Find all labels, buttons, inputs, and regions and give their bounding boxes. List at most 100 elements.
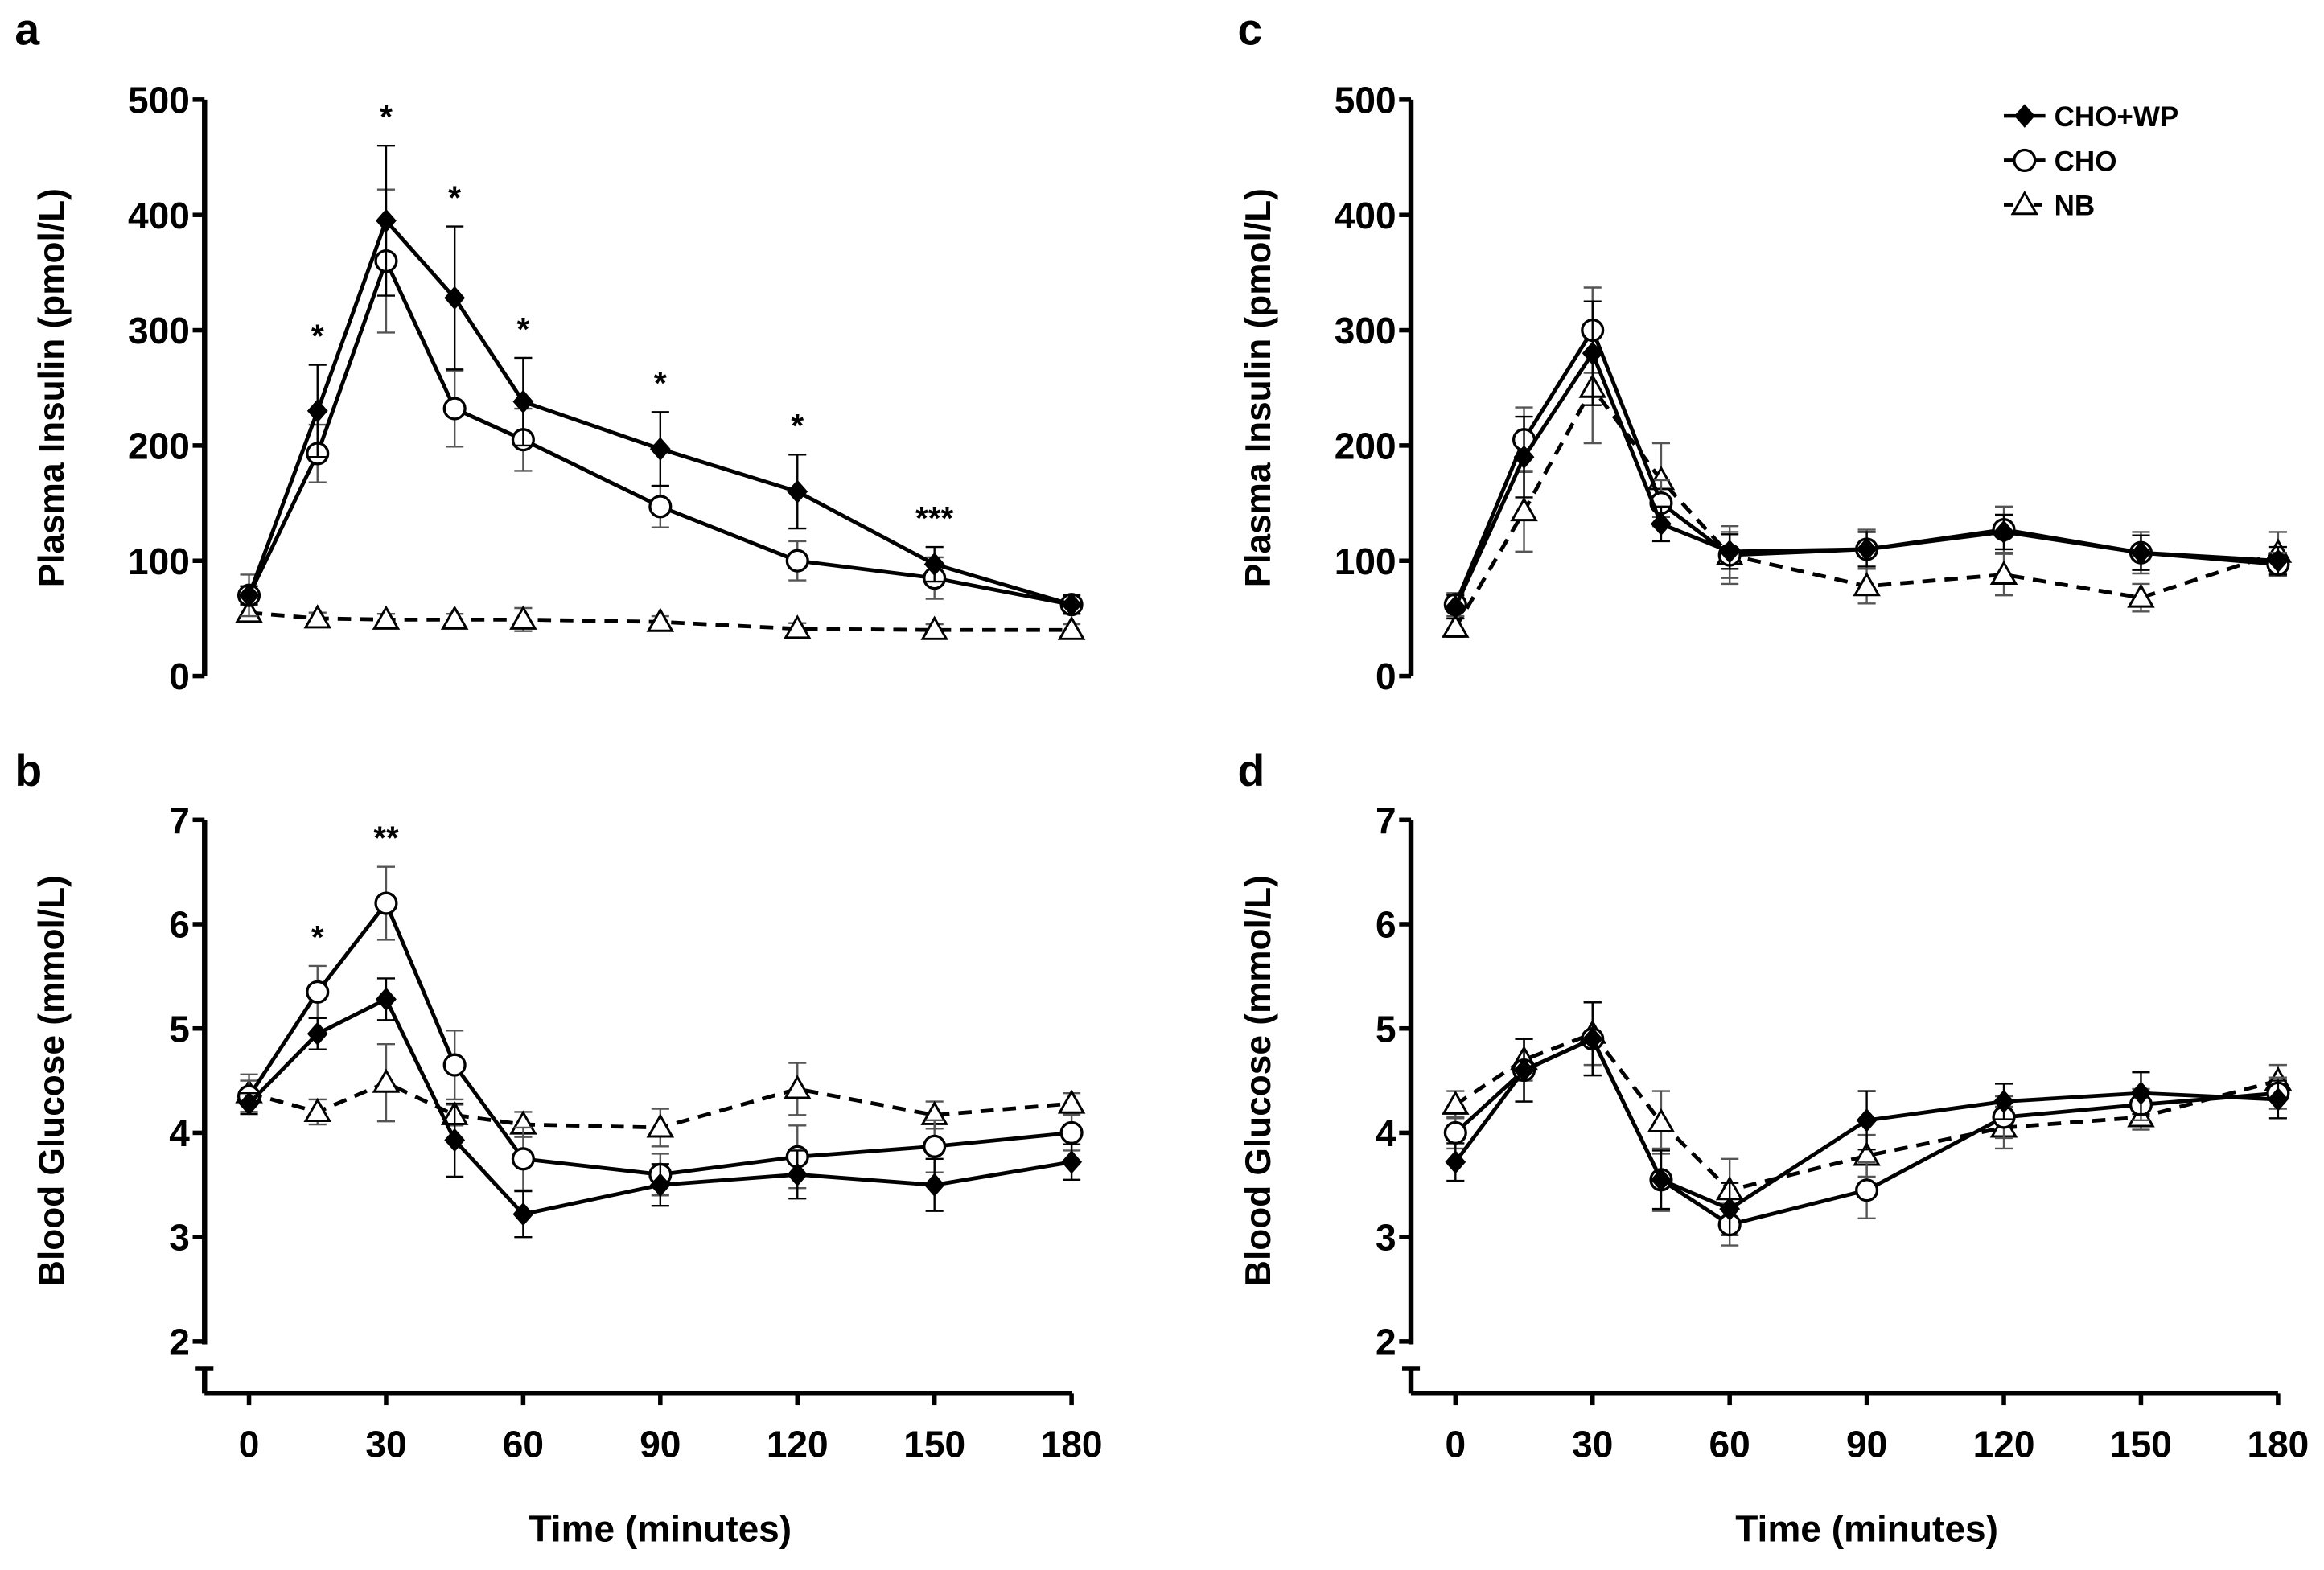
y-tick-label: 300 <box>128 310 190 351</box>
data-point <box>2267 549 2289 573</box>
y-tick-label: 200 <box>1335 425 1396 466</box>
x-tick-label: 60 <box>503 1424 544 1465</box>
series-cho <box>237 188 1084 618</box>
data-point <box>306 980 330 1004</box>
series-cho <box>237 865 1084 1197</box>
y-axis-label: Blood Glucose (mmol/L) <box>1239 875 1278 1286</box>
x-tick-label: 30 <box>1572 1424 1613 1465</box>
significance-marker: * <box>517 310 530 347</box>
significance-marker: *** <box>915 499 954 536</box>
data-point <box>923 1173 945 1198</box>
y-axis-label: Plasma Insulin (pmol/L) <box>32 188 72 587</box>
x-tick-label: 60 <box>1709 1424 1750 1465</box>
y-tick-label: 5 <box>1376 1008 1396 1050</box>
y-tick-label: 3 <box>169 1217 190 1259</box>
series-nb <box>235 598 1086 640</box>
y-tick-label: 100 <box>1335 540 1396 582</box>
y-tick-label: 400 <box>128 195 190 236</box>
panel-label: a <box>14 5 40 55</box>
data-point <box>442 1053 467 1077</box>
data-point <box>1057 615 1086 640</box>
x-tick-label: 0 <box>1446 1424 1466 1465</box>
y-tick-label: 2 <box>169 1321 190 1362</box>
y-tick-label: 2 <box>1376 1321 1396 1362</box>
data-point <box>440 605 469 630</box>
data-point <box>648 495 673 519</box>
data-point <box>1442 1090 1470 1115</box>
x-tick-label: 0 <box>239 1424 260 1465</box>
data-point <box>920 615 948 640</box>
y-tick-label: 7 <box>1376 799 1396 841</box>
y-tick-label: 500 <box>128 79 190 121</box>
significance-marker: * <box>311 317 324 354</box>
panel-label: d <box>1237 746 1265 795</box>
data-point <box>512 389 534 414</box>
panel-a: a 0 100 200 300 400 500 Plasma Insulin (pmol/L)… <box>14 5 1086 697</box>
data-point <box>785 549 809 573</box>
data-point <box>509 605 537 630</box>
y-tick-label: 300 <box>1335 310 1396 351</box>
y-tick-label: 5 <box>169 1008 190 1050</box>
data-point <box>1445 594 1466 619</box>
data-point <box>1719 1197 1741 1221</box>
legend: CHO+WP CHO NB <box>2004 101 2178 222</box>
x-axis-label: Time (minutes) <box>529 1508 792 1550</box>
legend-label: CHO <box>2055 146 2117 177</box>
significance-marker: ** <box>373 820 399 857</box>
data-point <box>1989 560 2018 585</box>
x-tick-label: 120 <box>767 1424 829 1465</box>
data-point <box>1510 496 1538 522</box>
x-tick-label: 150 <box>2110 1424 2172 1465</box>
significance-marker: * <box>311 919 324 956</box>
legend-label: NB <box>2055 191 2096 222</box>
data-point <box>646 607 675 632</box>
y-tick-label: 500 <box>1335 79 1396 121</box>
y-tick-label: 0 <box>1376 656 1396 697</box>
data-point <box>442 397 467 421</box>
data-point <box>376 208 397 233</box>
y-tick-label: 3 <box>1376 1217 1396 1259</box>
y-tick-label: 400 <box>1335 195 1396 236</box>
significance-marker: * <box>791 407 804 444</box>
data-point <box>783 1075 812 1099</box>
data-point <box>512 1202 534 1227</box>
data-point <box>306 399 328 423</box>
data-point <box>372 1068 401 1093</box>
x-tick-label: 90 <box>640 1424 681 1465</box>
data-point <box>1993 520 2014 545</box>
significance-marker: * <box>448 179 461 216</box>
legend-marker <box>2013 104 2035 128</box>
x-tick-label: 30 <box>365 1424 406 1465</box>
data-point <box>1443 1120 1467 1145</box>
legend-marker <box>2010 190 2039 216</box>
panel-d: d 2 3 4 5 6 7 Blood Glucose (mmol/L) 0 30 60 90 120 1… <box>1237 746 2309 1550</box>
panel-label: c <box>1237 5 1262 55</box>
data-point <box>1442 613 1470 638</box>
data-point <box>2130 540 2152 565</box>
series-nb <box>1442 331 2293 639</box>
data-point <box>1647 1108 1676 1132</box>
data-point <box>303 604 332 629</box>
y-tick-label: 4 <box>169 1112 190 1154</box>
x-axis-label: Time (minutes) <box>1735 1508 1998 1550</box>
data-point <box>374 891 398 915</box>
data-point <box>1582 341 1603 365</box>
x-tick-label: 180 <box>2247 1424 2309 1465</box>
legend-label: CHO+WP <box>2055 101 2179 133</box>
x-tick-label: 180 <box>1041 1424 1103 1465</box>
data-point <box>1061 1150 1083 1174</box>
data-point <box>1651 512 1672 536</box>
y-tick-label: 4 <box>1376 1112 1396 1154</box>
data-point <box>1853 572 1881 597</box>
legend-marker <box>2013 148 2037 172</box>
data-point <box>1856 1108 1878 1132</box>
y-tick-label: 200 <box>128 425 190 466</box>
data-point <box>923 1134 947 1158</box>
series-cho-plus-wp <box>238 977 1083 1239</box>
data-point <box>1059 1120 1084 1145</box>
data-point <box>787 479 808 503</box>
data-point <box>372 605 401 630</box>
data-point <box>238 583 260 607</box>
data-point <box>511 1147 535 1171</box>
